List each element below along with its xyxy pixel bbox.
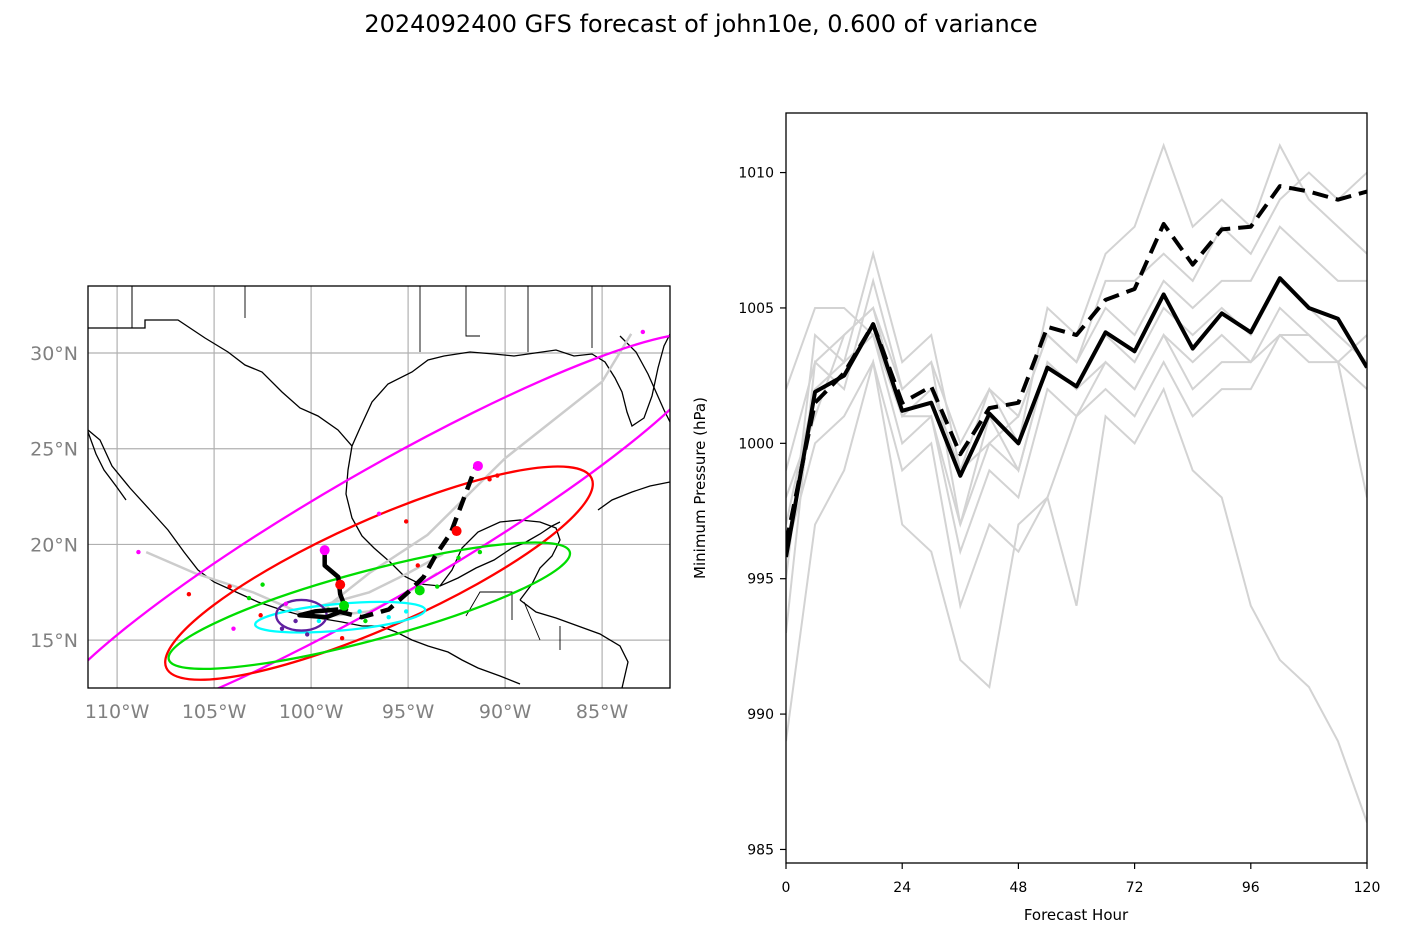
member-pressure-line bbox=[786, 306, 1367, 556]
ensemble-member-lines bbox=[786, 142, 1367, 823]
track-marker bbox=[335, 579, 346, 590]
member-pressure-line bbox=[786, 358, 1367, 823]
uncertainty-ellipse bbox=[254, 600, 427, 634]
x-tick-label: 0 bbox=[782, 880, 791, 896]
uncertainty-ellipse bbox=[167, 541, 572, 671]
x-tick-label: 24 bbox=[893, 880, 911, 896]
member-pressure-line bbox=[786, 334, 1367, 689]
figure-title: 2024092400 GFS forecast of john10e, 0.60… bbox=[364, 10, 1038, 38]
x-tick-label: 72 bbox=[1126, 880, 1144, 896]
member-dot bbox=[231, 626, 236, 631]
y-tick-label: 985 bbox=[747, 842, 774, 858]
mean-pressure-dashed bbox=[786, 184, 1367, 544]
member-dot bbox=[260, 582, 265, 587]
map-lon-tick-label: 110°W bbox=[85, 701, 150, 723]
uncertainty-ellipse bbox=[88, 332, 670, 688]
member-dot bbox=[305, 632, 310, 637]
map-panel: 110°W 105°W 100°W 95°W 90°W 85°W 15°N 20°N 25°N 3… bbox=[30, 285, 671, 723]
member-dot bbox=[403, 519, 409, 524]
member-dot bbox=[403, 609, 409, 614]
member-dot bbox=[136, 549, 141, 555]
member-dot bbox=[283, 601, 289, 606]
track-marker bbox=[319, 545, 330, 556]
border-guatemala bbox=[465, 591, 561, 650]
coastline-mexico-gulf bbox=[345, 445, 561, 587]
y-tick-label: 1010 bbox=[738, 166, 774, 182]
member-dot bbox=[487, 477, 492, 482]
map-lon-tick-label: 105°W bbox=[182, 701, 247, 723]
y-tick-label: 1000 bbox=[738, 436, 774, 452]
member-dot bbox=[435, 584, 440, 589]
member-dot bbox=[477, 549, 483, 555]
member-track bbox=[320, 333, 633, 613]
member-track bbox=[320, 552, 444, 607]
y-tick-label: 1005 bbox=[738, 301, 774, 317]
member-dot bbox=[227, 584, 232, 589]
uncertainty-ellipses bbox=[88, 332, 670, 688]
member-tracks bbox=[145, 333, 633, 619]
member-dot bbox=[376, 511, 382, 516]
map-lat-tick-label: 20°N bbox=[30, 534, 78, 556]
member-dot bbox=[279, 626, 285, 631]
map-lon-tick-label: 95°W bbox=[382, 701, 435, 723]
member-dot bbox=[456, 555, 461, 561]
member-dot bbox=[357, 609, 362, 614]
map-lat-tick-label: 15°N bbox=[30, 630, 78, 652]
member-dot bbox=[495, 473, 500, 478]
coastline-cuba bbox=[597, 481, 670, 511]
coastline-gulf-us bbox=[88, 319, 670, 448]
member-dot bbox=[415, 563, 420, 568]
member-dot bbox=[246, 595, 252, 601]
map-frame bbox=[87, 285, 671, 689]
member-dot bbox=[293, 618, 298, 624]
plot-ticks: 0 24 48 72 96 120 985 990 995 1000 1005 1010 bbox=[738, 166, 1380, 896]
x-tick-label: 48 bbox=[1009, 880, 1027, 896]
map-coastlines bbox=[88, 286, 670, 688]
x-tick-label: 120 bbox=[1354, 880, 1381, 896]
y-axis-label: Minimum Pressure (hPa) bbox=[691, 397, 709, 579]
track-marker bbox=[414, 585, 425, 596]
member-dot bbox=[339, 636, 345, 641]
y-tick-label: 995 bbox=[747, 572, 774, 588]
coastline-florida bbox=[619, 335, 670, 423]
pressure-panel: 0 24 48 72 96 120 985 990 995 1000 1005 1010 Foreca… bbox=[691, 112, 1380, 924]
track-marker bbox=[339, 600, 350, 611]
x-axis-label: Forecast Hour bbox=[1024, 906, 1129, 924]
map-lon-tick-label: 90°W bbox=[479, 701, 532, 723]
coastline-baja bbox=[88, 431, 127, 501]
member-dot bbox=[186, 592, 192, 597]
map-lat-tick-label: 30°N bbox=[30, 343, 78, 365]
member-position-dots bbox=[136, 329, 646, 641]
member-dot bbox=[363, 618, 368, 624]
uncertainty-ellipse bbox=[164, 465, 594, 681]
map-tick-labels: 110°W 105°W 100°W 95°W 90°W 85°W 15°N 20°N 25°N 3… bbox=[30, 343, 628, 723]
mean-pressure-lines bbox=[786, 184, 1367, 558]
x-tick-label: 96 bbox=[1242, 880, 1260, 896]
coastline-yucatan bbox=[439, 519, 561, 601]
coastline-mexico-west bbox=[88, 429, 521, 685]
member-dot bbox=[640, 329, 646, 335]
map-lon-tick-label: 100°W bbox=[279, 701, 344, 723]
member-dot bbox=[386, 614, 391, 620]
map-lon-tick-label: 85°W bbox=[576, 701, 629, 723]
y-tick-label: 990 bbox=[747, 707, 774, 723]
coastline-central-america bbox=[519, 599, 629, 688]
track-marker bbox=[472, 460, 483, 471]
member-dot bbox=[258, 613, 263, 618]
border-us-states bbox=[244, 286, 593, 352]
map-lat-tick-label: 25°N bbox=[30, 439, 78, 461]
track-marker bbox=[451, 526, 462, 537]
member-pressure-line bbox=[786, 333, 1367, 528]
member-dot bbox=[316, 618, 322, 624]
mean-track-dashed bbox=[337, 465, 479, 620]
member-track bbox=[145, 550, 302, 615]
member-pressure-line bbox=[786, 225, 1367, 471]
plot-frame bbox=[785, 112, 1368, 864]
mean-track-markers bbox=[319, 460, 483, 611]
map-gridlines bbox=[88, 286, 670, 688]
